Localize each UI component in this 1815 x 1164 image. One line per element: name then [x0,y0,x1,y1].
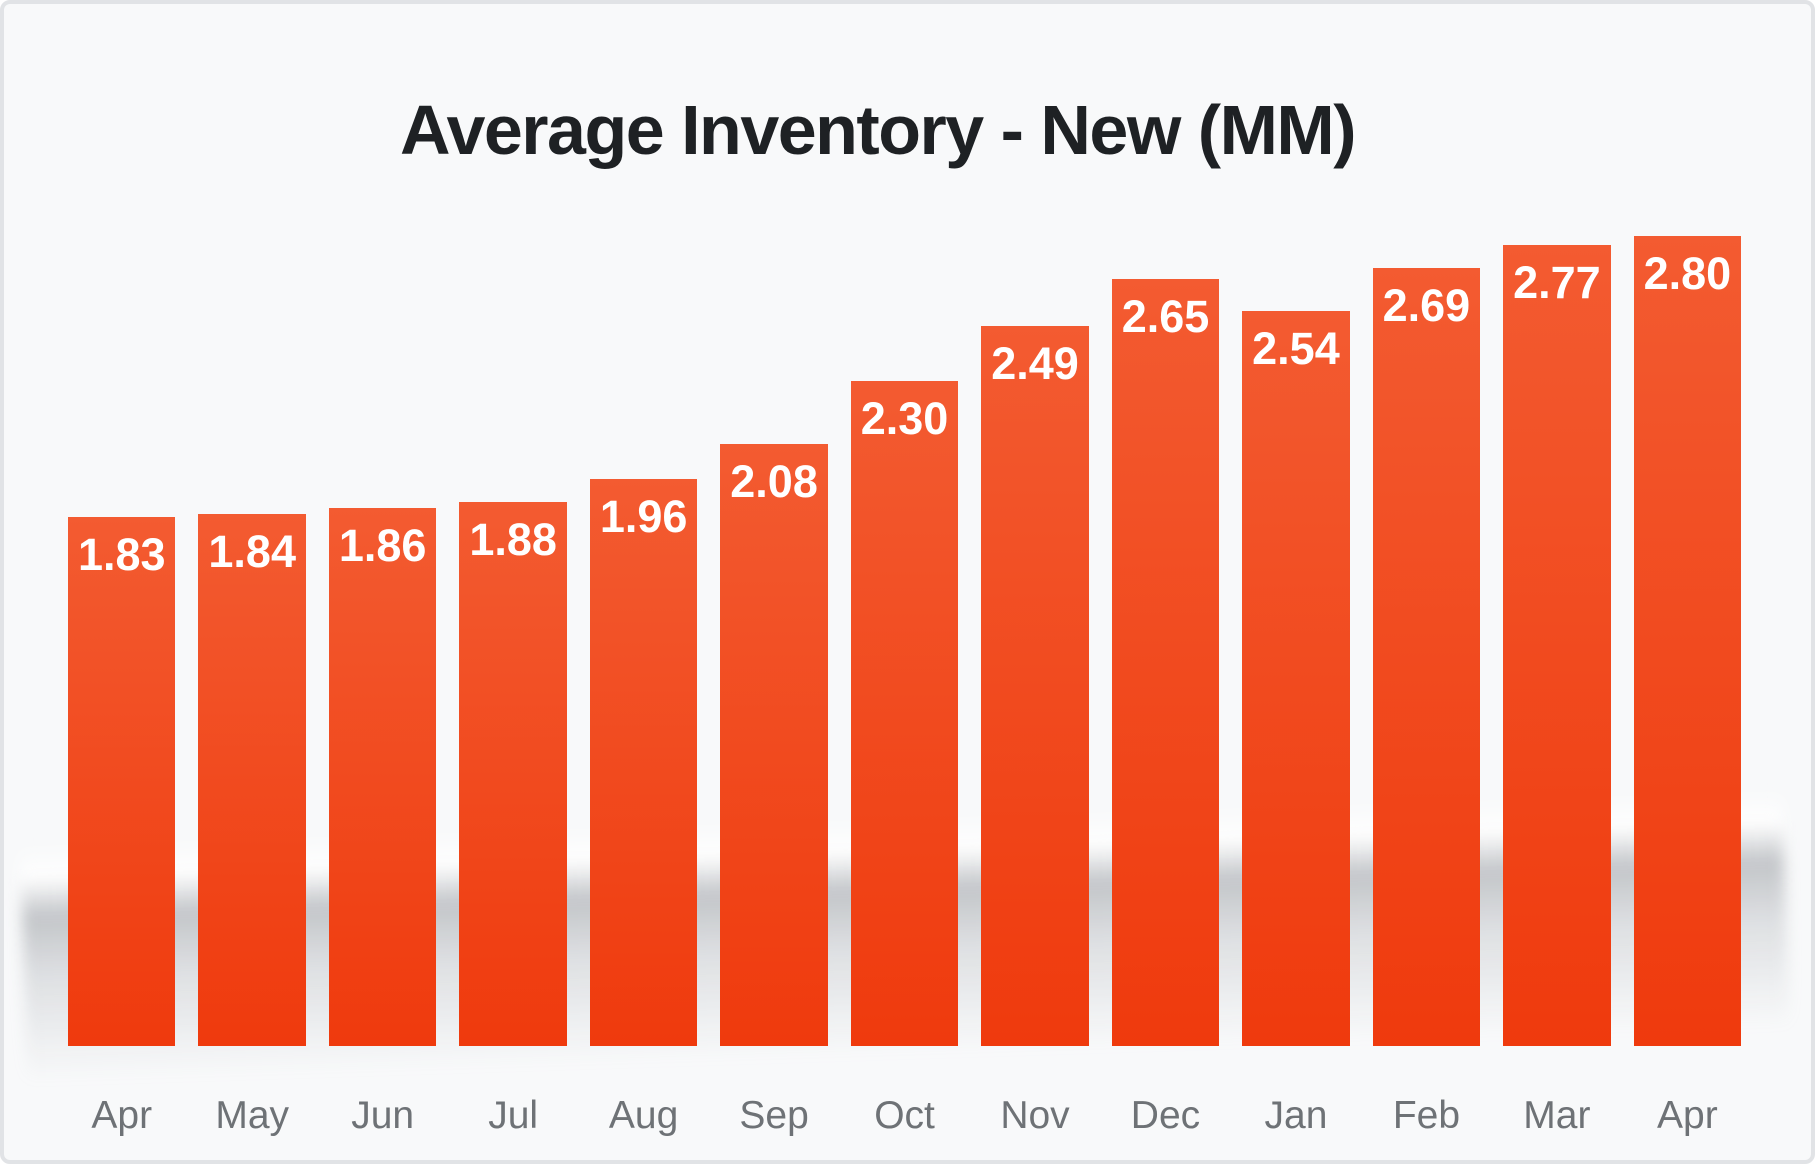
chart-title: Average Inventory - New (MM) [399,91,1357,169]
bar: 2.08 [720,444,828,1046]
bar: 2.80 [1633,236,1742,1046]
x-axis-tick-label: Jan [1264,1094,1328,1137]
x-axis-tick-label: Oct [874,1094,935,1137]
bar-value-label: 1.84 [208,525,296,577]
bar: 2.69 [1372,267,1481,1046]
bar-value-label: 2.08 [730,456,818,508]
x-axis-tick-label: May [215,1094,290,1137]
bar-value-label: 2.49 [991,337,1079,389]
x-axis-tick-label: Apr [1657,1094,1718,1137]
bar: 2.49 [981,325,1089,1046]
x-axis-tick-label: Feb [1392,1094,1461,1137]
bar: 1.86 [328,507,437,1046]
bar: 2.54 [1242,311,1350,1046]
x-axis-tick-label: Dec [1130,1094,1201,1137]
bar: 1.88 [459,502,567,1046]
x-axis-tick-label: Sep [739,1094,809,1137]
bar-value-label: 2.65 [1121,291,1210,343]
x-axis-tick-label: Nov [1000,1094,1070,1137]
bar-value-label: 2.30 [860,392,949,444]
bar-value-label: 2.54 [1252,323,1340,375]
x-axis-labels: Apr May Jun Jul Aug Sep Oct Nov Dec Jan Feb Mar Apr [68,1094,1741,1138]
bar: 1.96 [589,479,698,1046]
bars: 1.83 1.84 1.86 1.88 1.96 2.08 2.30 2.49 2.65 2.54… [68,236,1742,1046]
bar-value-label: 1.96 [599,491,688,542]
bar: 2.30 [850,380,959,1046]
bar: 2.77 [1503,244,1611,1046]
bar-value-label: 2.77 [1513,256,1601,308]
x-axis-tick-label: Aug [608,1094,679,1137]
x-axis-tick-label: Jul [488,1094,539,1137]
bar: 2.65 [1111,279,1220,1046]
bar-value-label: 1.86 [338,519,427,571]
bar-value-label: 1.83 [77,528,166,580]
bar-value-label: 2.80 [1643,248,1732,299]
x-axis-tick-label: Apr [91,1094,153,1137]
plot-area: 1.83 1.84 1.86 1.88 1.96 2.08 2.30 2.49 2.65 2.54… [19,236,1790,1082]
x-axis-tick-label: Jun [351,1094,415,1137]
x-axis-tick-label: Mar [1523,1094,1591,1137]
bar: 1.83 [68,516,176,1046]
bar-value-label: 1.88 [469,514,557,566]
bar: 1.84 [198,513,306,1046]
bar-value-label: 2.69 [1382,279,1471,331]
